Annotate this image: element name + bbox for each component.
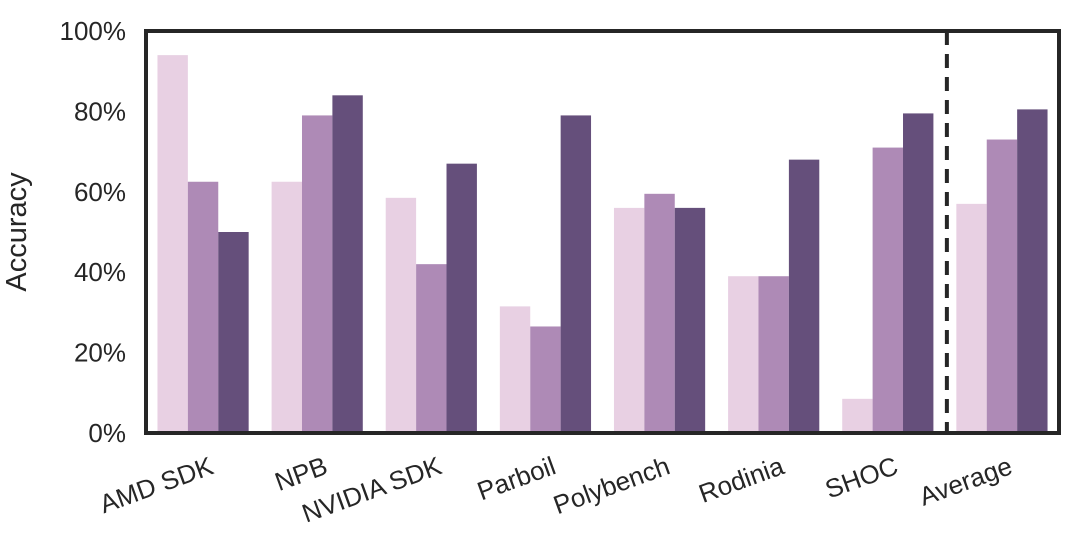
bar-polybench-series-2 [644, 193, 675, 433]
y-tick-label: 20% [74, 338, 126, 368]
bar-amd-sdk-series-3 [218, 232, 249, 433]
bar-shoc-series-2 [872, 147, 904, 433]
bar-nvidia-sdk-series-1 [385, 197, 417, 433]
y-tick-labels: 0% 20% 40% 60% 80% 100% [60, 16, 127, 448]
bar-average-series-2 [986, 139, 1018, 434]
x-tick-label: Polybench [549, 450, 673, 520]
x-tick-label: NPB [271, 450, 332, 496]
bar-amd-sdk-series-2 [187, 181, 219, 433]
bar-rodinia-series-2 [758, 276, 789, 433]
bar-nvidia-sdk-series-3 [446, 163, 477, 433]
bars-group [157, 55, 1048, 434]
bar-polybench-series-1 [613, 207, 645, 433]
bar-average-series-1 [956, 203, 987, 433]
y-axis-label: Accuracy [1, 172, 33, 292]
bar-rodinia-series-1 [728, 276, 759, 433]
bar-npb-series-3 [332, 95, 363, 433]
bar-average-series-3 [1017, 109, 1048, 433]
y-tick-label: 100% [60, 16, 127, 46]
y-tick-label: 40% [74, 257, 126, 287]
bar-npb-series-1 [271, 181, 302, 433]
bar-parboil-series-1 [499, 306, 531, 433]
plot-frame [144, 29, 1061, 435]
bar-shoc-series-1 [842, 398, 873, 433]
bar-amd-sdk-series-1 [157, 55, 188, 434]
x-tick-label: Rodinia [695, 450, 789, 509]
bar-npb-series-2 [301, 115, 333, 434]
bar-shoc-series-3 [903, 113, 934, 433]
bar-rodinia-series-3 [788, 159, 820, 433]
x-tick-label: Average [915, 450, 1016, 511]
y-tick-label: 80% [74, 96, 126, 126]
x-tick-label: Parboil [473, 450, 559, 506]
bar-polybench-series-3 [674, 207, 706, 433]
y-tick-label: 0% [88, 418, 126, 448]
x-tick-label: AMD SDK [96, 450, 218, 519]
bar-parboil-series-2 [530, 326, 561, 433]
x-tick-label: SHOC [821, 450, 902, 504]
y-tick-label: 60% [74, 177, 126, 207]
bar-parboil-series-3 [560, 115, 592, 434]
bar-nvidia-sdk-series-2 [416, 264, 447, 433]
